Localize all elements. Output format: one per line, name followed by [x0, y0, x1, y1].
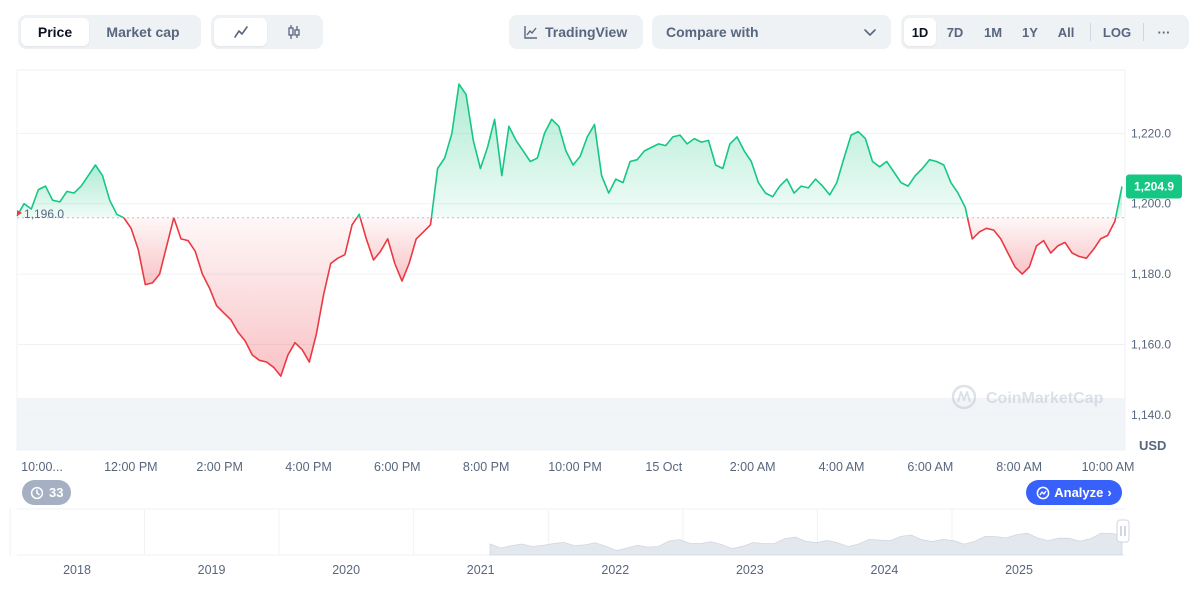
area-above-baseline	[431, 84, 968, 218]
volume-area	[17, 398, 1125, 450]
price-line-down	[173, 217, 358, 377]
tradingview-chart-icon	[524, 26, 537, 39]
range-all[interactable]: All	[1057, 24, 1075, 40]
x-tick-label: 4:00 PM	[285, 460, 332, 474]
y-tick-label: 1,160.0	[1131, 337, 1171, 351]
price-lines	[16, 83, 1123, 377]
price-line-up	[16, 164, 125, 219]
y-tick-label: 1,200.0	[1131, 197, 1171, 211]
current-price-label: 1,204.9	[1134, 179, 1174, 193]
range-divider	[1090, 23, 1091, 41]
navigator-year-label: 2023	[736, 563, 764, 577]
candlestick-icon	[287, 25, 300, 39]
y-tick-label: 1,180.0	[1131, 267, 1171, 281]
area-above-baseline	[356, 214, 361, 218]
range-divider-2	[1143, 23, 1144, 41]
tradingview-label: TradingView	[545, 24, 628, 40]
y-axis-ticks: 1,220.0 1,200.0 1,180.0 1,160.0 1,140.0	[1131, 126, 1171, 421]
x-axis-ticks: 10:00... 12:00 PM 2:00 PM 4:00 PM 6:00 PM 8:0…	[21, 460, 1134, 474]
x-tick-label: 4:00 AM	[819, 460, 865, 474]
analyze-icon	[1036, 486, 1050, 499]
baseline-label: 1,196.0	[24, 207, 64, 221]
price-tab[interactable]: Price	[21, 18, 89, 46]
navigator-year-label: 2019	[198, 563, 226, 577]
chevron-down-icon	[864, 29, 876, 36]
time-navigator[interactable]: 2018 2019 2020 2021 2022 2023 2024 2025	[9, 508, 1130, 577]
more-options-button[interactable]: ···	[1157, 24, 1171, 40]
area-below-baseline	[173, 217, 357, 377]
grid-lines	[17, 132, 1125, 416]
price-areas	[17, 84, 1122, 377]
x-tick-label: 2:00 PM	[196, 460, 243, 474]
compare-with-label: Compare with	[666, 24, 759, 40]
navigator-year-label: 2021	[467, 563, 495, 577]
area-below-baseline	[967, 217, 1116, 275]
navigator-year-label: 2024	[871, 563, 899, 577]
market-cap-tab[interactable]: Market cap	[106, 24, 180, 40]
price-line-down	[123, 217, 175, 286]
analyze-label: Analyze	[1054, 485, 1104, 500]
x-tick-label: 2:00 AM	[730, 460, 776, 474]
x-tick-label: 6:00 AM	[907, 460, 953, 474]
history-badge[interactable]: 33	[22, 480, 72, 505]
x-tick-label: 8:00 AM	[996, 460, 1042, 474]
tradingview-button[interactable]: TradingView	[509, 15, 643, 49]
x-tick-label: 10:00...	[21, 460, 63, 474]
y-tick-label: 1,140.0	[1131, 408, 1171, 422]
price-line-down	[966, 217, 1117, 275]
line-chart-button[interactable]	[214, 18, 267, 46]
range-selector: 1D 7D 1M 1Y All LOG ···	[901, 15, 1189, 49]
x-tick-label: 12:00 PM	[104, 460, 158, 474]
view-toggle: Price Market cap	[18, 15, 201, 49]
navigator-year-label: 2025	[1005, 563, 1033, 577]
navigator-history-area	[489, 532, 1123, 556]
plot-border	[16, 69, 1126, 451]
x-tick-label: 6:00 PM	[374, 460, 421, 474]
history-clock-icon	[30, 486, 44, 499]
range-1d[interactable]: 1D	[904, 18, 936, 46]
area-above-baseline	[17, 165, 124, 218]
navigator-year-label: 2018	[63, 563, 91, 577]
coinmarketcap-logo-icon	[951, 384, 977, 410]
price-line-up	[430, 83, 969, 218]
navigator-year-label: 2020	[332, 563, 360, 577]
price-line-down	[359, 217, 433, 282]
log-scale-button[interactable]: LOG	[1102, 24, 1132, 40]
x-tick-label: 8:00 PM	[463, 460, 510, 474]
baseline-marker	[17, 210, 22, 216]
price-line-up	[356, 213, 361, 219]
line-chart-icon	[233, 26, 248, 38]
area-above-baseline	[1115, 186, 1122, 218]
navigator-year-label: 2022	[601, 563, 629, 577]
area-below-baseline	[123, 217, 174, 285]
x-tick-label: 10:00 PM	[548, 460, 602, 474]
x-tick-label: 15 Oct	[645, 460, 682, 474]
navigator-handle[interactable]	[1116, 519, 1130, 543]
chart-type-toggle	[211, 15, 323, 49]
candlestick-button[interactable]	[267, 18, 320, 46]
range-1m[interactable]: 1M	[983, 24, 1003, 40]
history-count: 33	[49, 485, 64, 500]
compare-with-select[interactable]: Compare with	[652, 15, 891, 49]
range-1y[interactable]: 1Y	[1022, 24, 1038, 40]
range-7d[interactable]: 7D	[946, 24, 964, 40]
current-price-tag	[1126, 174, 1182, 199]
price-line-up	[1114, 186, 1123, 218]
currency-label: USD	[1139, 438, 1166, 453]
x-tick-label: 10:00 AM	[1082, 460, 1135, 474]
analyze-button[interactable]: Analyze ›	[1026, 480, 1122, 505]
chevron-right-icon: ›	[1107, 485, 1112, 500]
area-below-baseline	[360, 217, 432, 282]
coinmarketcap-watermark: CoinMarketCap	[951, 384, 1104, 410]
y-tick-label: 1,220.0	[1131, 126, 1171, 140]
watermark-text: CoinMarketCap	[986, 390, 1104, 407]
